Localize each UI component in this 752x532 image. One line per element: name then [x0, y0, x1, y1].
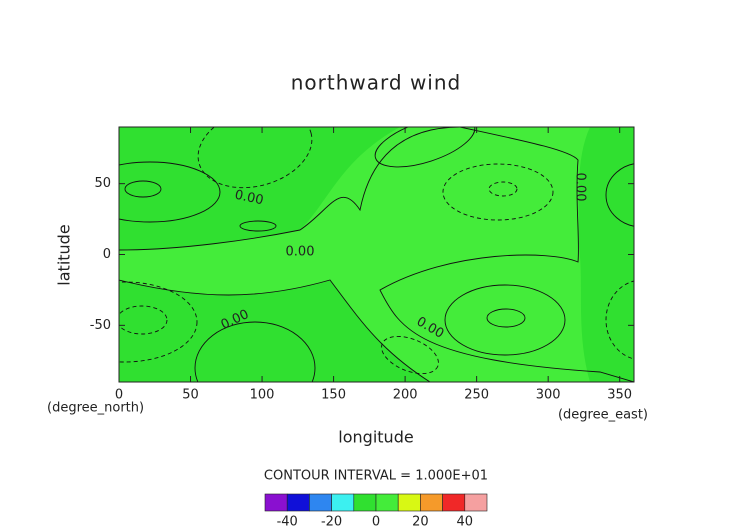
- colorbar-box: [420, 493, 443, 512]
- colorbar-tick-label: -40: [277, 515, 298, 530]
- zero-contour: [119, 127, 461, 251]
- colorbar-tick-label: -20: [321, 515, 342, 530]
- y-units: (degree_north): [47, 401, 144, 416]
- contour-region: [197, 127, 313, 189]
- y-tick-label: 50: [94, 176, 111, 191]
- x-tick-label: 350: [607, 388, 632, 403]
- contour-region: [444, 284, 566, 356]
- contour-region: [239, 220, 277, 232]
- x-tick-label: 100: [250, 388, 275, 403]
- contour-region: [119, 281, 198, 363]
- x-axis-label: longitude: [338, 428, 413, 447]
- contour-label: 0.00: [573, 173, 588, 202]
- y-tick-label: 0: [103, 247, 111, 262]
- contour-region: [578, 127, 634, 382]
- contour-label: 0.00: [286, 245, 315, 260]
- contour-region: [124, 180, 162, 198]
- colorbar-tick-label: 40: [457, 515, 474, 530]
- colorbar-box: [264, 493, 288, 512]
- y-axis-label: latitude: [55, 224, 74, 285]
- contour-region: [605, 163, 634, 227]
- contour-region: [374, 127, 476, 168]
- contour-label: 0.00: [233, 188, 264, 209]
- colorbar-box: [331, 493, 355, 512]
- colorbar-box: [286, 493, 310, 512]
- colorbar-box: [397, 493, 421, 512]
- contour-region: [605, 280, 634, 360]
- x-tick-label: 0: [115, 388, 123, 403]
- chart-title: northward wind: [291, 71, 461, 95]
- contour-region: [119, 305, 168, 335]
- contour-region: [486, 308, 526, 328]
- contour-region: [194, 321, 316, 382]
- zero-contour: [119, 279, 431, 382]
- colorbar-box: [353, 493, 377, 512]
- colorbar-box: [309, 493, 332, 512]
- colorbar-box: [464, 493, 488, 512]
- colorbar-tick-label: 20: [412, 515, 429, 530]
- contour-interval: CONTOUR INTERVAL = 1.000E+01: [264, 469, 488, 484]
- zero-contour: [379, 127, 634, 382]
- x-tick-label: 200: [393, 388, 418, 403]
- colorbar-tick-label: 0: [372, 515, 380, 530]
- x-tick-label: 50: [182, 388, 199, 403]
- contour-region: [119, 161, 221, 223]
- contour-region: [119, 127, 400, 250]
- x-units: (degree_east): [558, 408, 648, 423]
- colorbar-box: [442, 493, 466, 512]
- x-tick-label: 300: [536, 388, 561, 403]
- colorbar-box: [375, 493, 399, 512]
- contour-region: [488, 181, 518, 197]
- x-tick-label: 150: [321, 388, 346, 403]
- contour-region: [442, 163, 554, 221]
- y-tick-label: -50: [90, 318, 111, 333]
- x-tick-label: 250: [464, 388, 489, 403]
